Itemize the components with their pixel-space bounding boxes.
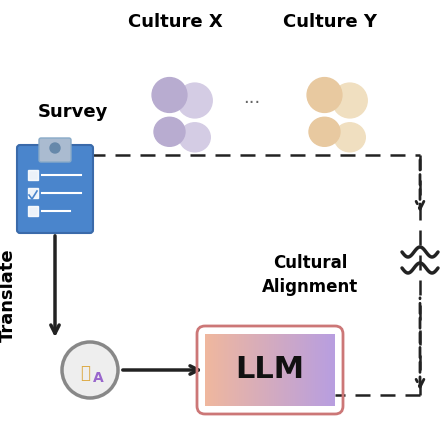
Ellipse shape <box>179 123 210 152</box>
Bar <box>28 206 38 216</box>
FancyBboxPatch shape <box>39 138 71 162</box>
Text: LLM: LLM <box>235 356 305 385</box>
Circle shape <box>50 143 60 153</box>
Ellipse shape <box>154 117 185 146</box>
Circle shape <box>62 342 118 398</box>
Text: Cultural
Alignment: Cultural Alignment <box>262 254 358 296</box>
Text: Culture Y: Culture Y <box>283 13 377 31</box>
Text: Survey: Survey <box>38 103 108 121</box>
Text: Translate: Translate <box>0 248 17 342</box>
Text: ...: ... <box>243 89 261 107</box>
Ellipse shape <box>334 123 365 152</box>
Text: Culture X: Culture X <box>127 13 222 31</box>
FancyBboxPatch shape <box>17 145 93 233</box>
Circle shape <box>307 78 342 112</box>
Circle shape <box>177 83 212 118</box>
Bar <box>28 170 38 180</box>
Circle shape <box>333 83 367 118</box>
Circle shape <box>152 78 187 112</box>
Text: A: A <box>93 371 103 385</box>
Text: 文: 文 <box>80 364 90 382</box>
Ellipse shape <box>309 117 340 146</box>
Bar <box>28 188 38 198</box>
